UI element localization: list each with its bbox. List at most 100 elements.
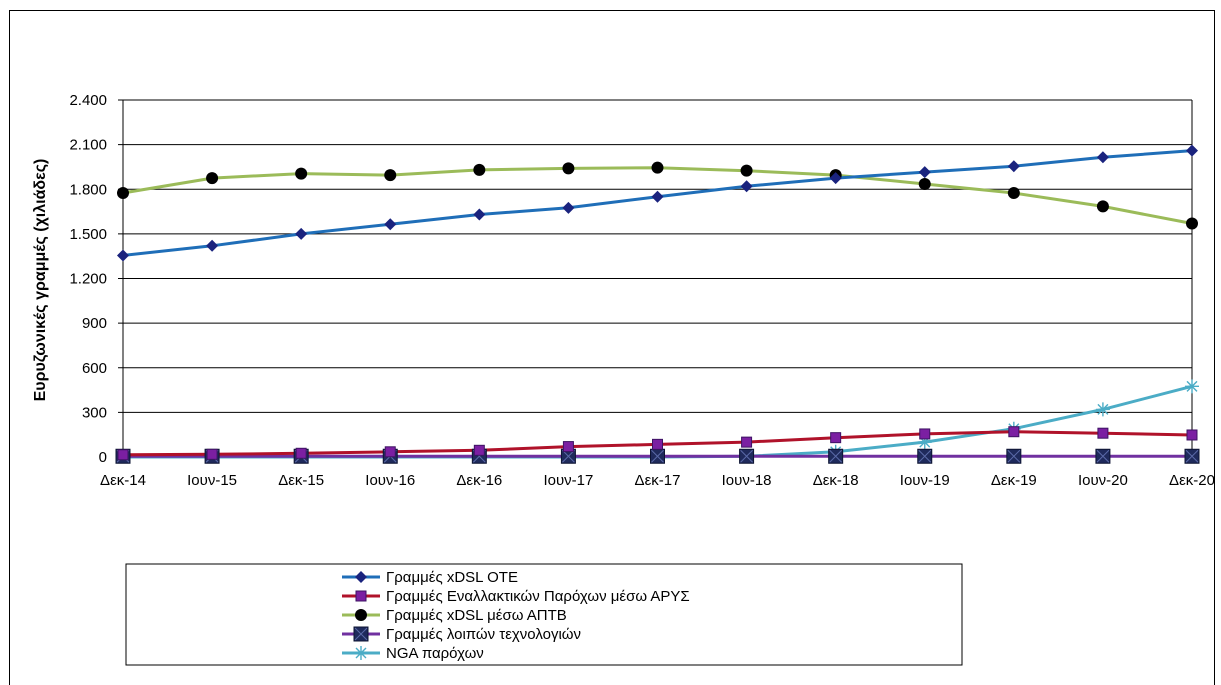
legend: Γραμμές xDSL ΟΤΕ Γραμμές Εναλλακτικών Παρ… [125, 563, 963, 666]
data-point [651, 190, 664, 203]
data-point [117, 249, 129, 262]
data-point [117, 449, 129, 461]
x-tick-label: Δεκ-17 [635, 472, 681, 489]
legend-item: Γραμμές λοιπών τεχνολογιών [342, 626, 581, 643]
data-point [1185, 379, 1199, 394]
marker-cross [829, 449, 843, 463]
legend-marker [355, 590, 367, 602]
legend-label: Γραμμές Εναλλακτικών Παρόχων μέσω ΑΡΥΣ [386, 588, 690, 605]
x-tick-label: Δεκ-16 [456, 472, 502, 489]
x-tick-label: Ιουν-19 [900, 472, 950, 489]
marker-cross [740, 449, 753, 463]
data-point [473, 208, 486, 221]
data-point [1096, 200, 1109, 213]
data-point [117, 186, 129, 199]
data-point [206, 172, 219, 185]
legend-marker [353, 626, 369, 642]
data-point [1186, 429, 1198, 441]
data-point [740, 180, 753, 193]
data-point [473, 444, 485, 456]
marker-cross [1007, 449, 1021, 463]
marker-cross [1096, 449, 1110, 463]
x-tick-label: Ιουν-15 [187, 472, 237, 489]
legend-box [125, 563, 963, 666]
data-point [384, 446, 396, 458]
axes: 0 300 600 900 1.200 1.500 1.800 2.100 2.400 Δεκ-1… [69, 92, 1214, 489]
y-tick-label: 2.100 [69, 137, 107, 154]
legend-marker [355, 609, 367, 621]
y-axis-label: Ευρυζωνικές γραμμές (χιλιάδες) [32, 159, 49, 402]
legend-item: Γραμμές xDSL ΟΤΕ [342, 569, 518, 586]
data-point [741, 436, 753, 448]
legend-label: Γραμμές xDSL ΟΤΕ [386, 569, 518, 586]
data-point [829, 172, 842, 185]
data-point [651, 161, 664, 174]
y-tick-label: 1.200 [69, 271, 107, 288]
data-point [917, 435, 932, 450]
x-tick-label: Δεκ-20 [1169, 472, 1215, 489]
marker-cross [562, 449, 575, 463]
legend-item: Γραμμές Εναλλακτικών Παρόχων μέσω ΑΡΥΣ [342, 588, 690, 605]
data-point [650, 448, 665, 464]
data-point [1184, 448, 1200, 464]
data-point [562, 162, 575, 175]
x-tick-label: Ιουν-20 [1078, 472, 1128, 489]
x-tick-label: Ιουν-17 [543, 472, 593, 489]
data-point [562, 441, 574, 453]
data-point [1095, 448, 1111, 464]
y-tick-label: 2.400 [69, 92, 107, 109]
data-point [739, 448, 755, 464]
legend-label: NGA παρόχων [386, 645, 484, 662]
data-point [384, 218, 397, 231]
x-tick-label: Δεκ-15 [278, 472, 324, 489]
data-point [1097, 427, 1109, 439]
marker-cross [918, 449, 932, 463]
marker-cross [651, 449, 664, 463]
data-point [1096, 151, 1109, 164]
x-tick-label: Ιουν-16 [365, 472, 415, 489]
y-tick-label: 0 [99, 449, 107, 466]
data-point [562, 201, 575, 214]
y-tick-label: 600 [82, 360, 107, 377]
data-point [918, 178, 931, 191]
data-point [1007, 186, 1020, 199]
data-point [1186, 217, 1198, 230]
data-point [1008, 426, 1020, 438]
legend-label: Γραμμές λοιπών τεχνολογιών [386, 626, 581, 643]
y-tick-label: 900 [82, 315, 107, 332]
data-point [652, 438, 663, 450]
marker-cross [354, 627, 368, 641]
series-markers [115, 144, 1200, 464]
x-tick-label: Δεκ-14 [100, 472, 146, 489]
y-tick-label: 300 [82, 404, 107, 421]
data-point [560, 448, 576, 464]
legend-item: Γραμμές xDSL μέσω ΑΠΤΒ [342, 607, 567, 624]
data-point [206, 448, 218, 460]
data-point [1006, 448, 1022, 464]
x-tick-label: Δεκ-18 [813, 472, 859, 489]
data-point [1007, 160, 1020, 173]
x-tick-label: Ιουν-18 [722, 472, 772, 489]
data-point [295, 167, 308, 180]
y-tick-label: 1.500 [69, 226, 107, 243]
data-point [740, 164, 753, 177]
legend-marker [354, 646, 368, 660]
chart-frame [9, 10, 1215, 685]
data-point [384, 169, 397, 182]
data-point [919, 428, 931, 440]
data-point [1186, 144, 1198, 157]
data-point [206, 239, 219, 252]
data-point [1095, 402, 1110, 417]
marker-cross [1185, 449, 1199, 463]
legend-item: NGA παρόχων [342, 645, 484, 662]
data-point [295, 227, 308, 240]
data-point [828, 448, 844, 464]
data-point [473, 163, 486, 176]
data-point [295, 447, 307, 459]
data-point [830, 432, 842, 444]
grid-lines [123, 99, 1192, 413]
legend-marker [355, 571, 367, 583]
data-point [918, 166, 931, 179]
x-tick-label: Δεκ-19 [991, 472, 1037, 489]
